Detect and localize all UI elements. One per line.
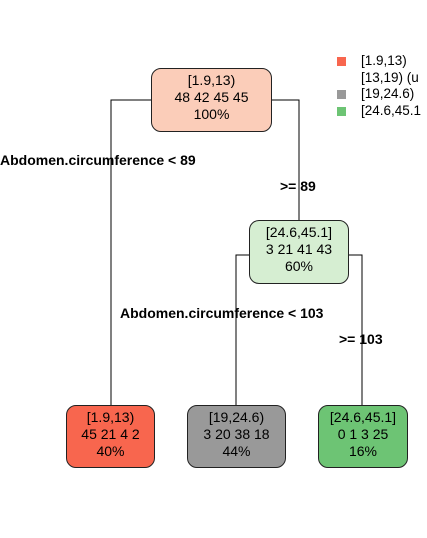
- legend-swatch: [337, 57, 346, 66]
- split-label-inner-right: >= 103: [339, 331, 383, 347]
- node-percent: 16%: [348, 443, 378, 459]
- split-label-root-left: Abdomen.circumference < 89: [0, 152, 196, 168]
- node-class-label: [1.9,13): [187, 72, 236, 88]
- node-percent: 60%: [284, 258, 314, 274]
- legend-swatch: [337, 90, 346, 99]
- edge-inner-left: [235, 254, 250, 407]
- tree-node-root: [1.9,13) 48 42 45 45 100%: [151, 68, 272, 132]
- node-class-label: [24.6,45.1]: [265, 224, 333, 240]
- node-percent: 40%: [96, 443, 125, 459]
- legend-swatch: [337, 73, 346, 83]
- node-percent: 100%: [193, 106, 230, 122]
- legend-label: [1.9,13): [361, 53, 407, 68]
- edge-root-right: [272, 99, 300, 220]
- tree-leaf-2: [19,24.6) 3 20 38 18 44%: [187, 405, 286, 468]
- split-label-root-right: >= 89: [280, 178, 316, 194]
- node-class-label: [24.6,45.1]: [329, 409, 397, 425]
- node-class-label: [1.9,13): [86, 409, 135, 425]
- legend-label: [13,19) (u: [361, 69, 419, 85]
- legend-label: [19,24.6): [361, 86, 415, 101]
- edge-inner-right: [349, 254, 363, 407]
- node-class-label: [19,24.6): [208, 409, 265, 425]
- edge-root-left: [110, 99, 151, 407]
- tree-leaf-3: [24.6,45.1] 0 1 3 25 16%: [318, 405, 408, 468]
- node-class-counts: 0 1 3 25: [337, 426, 389, 442]
- node-class-counts: 3 21 41 43: [265, 241, 333, 257]
- legend-label: [24.6,45.1: [361, 102, 422, 118]
- tree-leaf-1: [1.9,13) 45 21 4 2 40%: [66, 405, 155, 468]
- split-label-inner-left: Abdomen.circumference < 103: [120, 305, 324, 321]
- node-class-counts: 45 21 4 2: [81, 426, 140, 442]
- tree-node-abdomen-ge-89: [24.6,45.1] 3 21 41 43 60%: [249, 220, 349, 284]
- node-class-counts: 3 20 38 18: [203, 426, 270, 442]
- legend-swatch: [337, 106, 346, 116]
- node-class-counts: 48 42 45 45: [174, 89, 249, 105]
- node-percent: 44%: [222, 443, 251, 459]
